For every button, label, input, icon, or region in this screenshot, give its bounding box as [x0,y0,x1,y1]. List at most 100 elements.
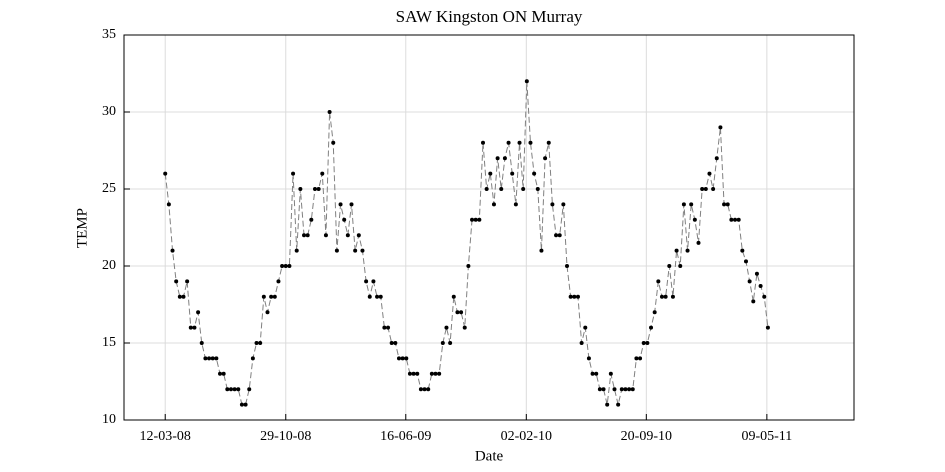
data-point [356,233,361,238]
data-point [426,387,431,392]
y-tick-label: 35 [102,27,116,42]
data-point [659,294,664,299]
data-point [221,371,226,376]
data-point [437,371,442,376]
data-point [345,233,350,238]
data-point [433,371,438,376]
x-axis-label: Date [475,448,504,464]
data-point [316,187,321,191]
data-point [170,248,175,253]
data-point [579,341,584,345]
data-point [634,356,639,361]
data-point [236,387,241,392]
data-point [663,294,668,299]
y-tick-label: 30 [102,104,116,119]
data-point [210,356,215,361]
data-point [612,387,617,392]
data-point [641,341,646,345]
data-point [349,202,354,207]
data-point [353,248,358,253]
data-point [250,356,255,361]
data-point [181,294,186,299]
data-point [605,402,610,407]
data-point [506,140,511,145]
data-point [707,171,712,176]
data-point [652,310,657,315]
data-point [561,202,566,207]
data-point [166,202,171,207]
data-point [718,125,723,130]
x-tick-label: 16-06-09 [380,429,431,444]
y-axis-label: TEMP [74,208,90,248]
data-point [422,387,427,392]
data-point [342,217,347,222]
x-tick-label: 09-05-11 [741,429,792,444]
data-point [546,140,551,145]
y-tick-label: 10 [102,412,116,427]
data-point [762,294,767,299]
data-point [510,171,515,176]
data-point [491,202,496,207]
data-point [528,140,533,145]
data-point [382,325,387,330]
data-point [218,371,223,376]
data-point [243,402,248,407]
data-point [444,325,449,330]
data-point [287,264,292,268]
data-point [269,294,274,299]
data-point [440,341,445,345]
data-point [462,325,467,330]
data-point [524,79,529,84]
data-point [521,187,526,191]
data-point [572,294,577,299]
data-point [276,279,281,284]
data-point [725,202,730,207]
data-point [751,299,756,304]
data-point [477,217,482,222]
data-point [429,371,434,376]
data-point [692,217,697,222]
data-point [743,259,748,264]
data-point [484,187,489,191]
data-point [254,341,259,345]
data-point [747,279,752,284]
data-point [294,248,299,253]
data-point [396,356,401,361]
data-point [302,233,307,238]
data-point [367,294,372,299]
data-point [239,402,244,407]
data-point [583,325,588,330]
data-point [513,202,518,207]
data-point [298,187,303,191]
data-point [448,341,453,345]
data-point [415,371,420,376]
data-point [480,140,485,145]
data-point [309,217,314,222]
data-point [331,140,336,145]
data-point [312,187,317,191]
data-point [188,325,193,330]
data-point [214,356,219,361]
data-point [291,171,296,176]
data-point [623,387,628,392]
data-point [280,264,285,268]
data-point [711,187,716,191]
data-point [466,264,471,268]
data-point [557,233,562,238]
data-point [174,279,179,284]
data-point [638,356,643,361]
data-point [740,248,745,253]
y-tick-label: 25 [102,181,116,196]
data-point [565,264,570,268]
chart-title: SAW Kingston ON Murray [396,7,583,26]
data-point [323,233,328,238]
data-point [700,187,705,191]
data-point [378,294,383,299]
data-point [473,217,478,222]
y-tick-label: 15 [102,335,116,350]
data-point [386,325,391,330]
data-point [185,279,190,284]
data-point [177,294,182,299]
